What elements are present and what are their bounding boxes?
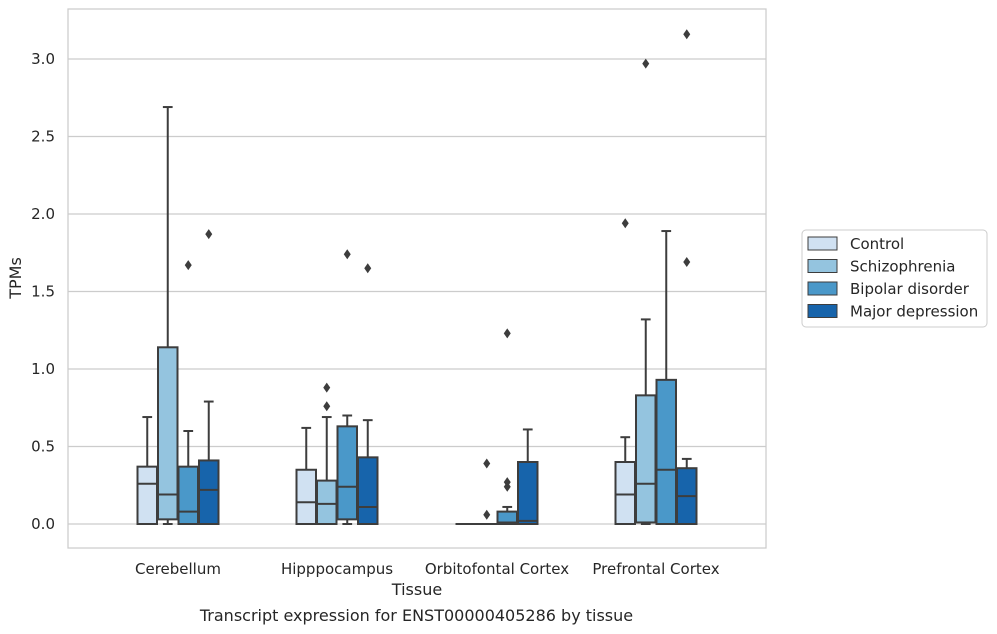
legend-label: Bipolar disorder [850,280,970,298]
box-body [655,378,677,525]
x-tick-label: Hipppocampus [281,560,393,578]
box-1-1 [316,382,338,526]
outlier-point [323,382,331,393]
box-3-0 [614,218,636,525]
outlier-point [184,260,192,271]
outlier-point [503,328,511,339]
grid-lines [68,58,766,525]
y-tick-labels: 0.0 0.5 1.0 1.5 2.0 2.5 3.0 [31,50,55,533]
outlier-point [483,509,491,520]
x-tick-label: Cerebellum [135,560,221,578]
box-2-1 [476,458,498,526]
y-tick-label: 0.0 [31,515,55,533]
outlier-point [364,263,372,274]
outlier-point [205,229,213,240]
box-body [357,456,379,526]
outlier-point [642,58,650,69]
y-tick-label: 2.0 [31,205,55,223]
box-body [295,468,317,525]
box-body [635,394,657,524]
y-tick-label: 1.5 [31,283,55,301]
legend-frame [801,229,988,328]
x-tick-labels: Cerebellum Hipppocampus Orbitofontal Corte… [135,560,720,578]
box-0-0 [136,416,158,525]
legend-label: Control [850,235,904,253]
box-0-2 [177,260,199,525]
box-3-2 [655,230,677,525]
legend-label: Major depression [850,303,978,321]
box-1-3 [357,263,379,526]
box-0-3 [198,229,220,526]
y-axis-label: TPMs [6,257,25,300]
box-body [177,465,199,525]
box-3-1 [635,58,657,525]
box-body [517,461,539,525]
x-axis-label: Tissue [391,580,442,599]
box-body [316,479,338,526]
box-2-2 [496,328,518,526]
legend: Control Schizophrenia Bipolar disorder Majo… [801,229,988,328]
x-tick-label: Orbitofontal Cortex [425,560,569,578]
box-body [336,425,358,521]
box-2-3 [517,428,539,525]
outlier-point [503,477,511,488]
outlier-point [343,249,351,260]
y-tick-label: 3.0 [31,50,55,68]
legend-swatch [807,236,838,251]
y-tick-label: 1.0 [31,360,55,378]
box-series [136,29,698,526]
box-body [136,465,158,525]
outlier-point [621,218,629,229]
box-body [614,461,636,525]
outlier-point [683,29,691,40]
legend-swatch [807,259,838,273]
box-0-1 [157,106,179,525]
box-3-3 [676,29,698,526]
chart-caption: Transcript expression for ENST0000040528… [199,606,634,625]
x-tick-label: Prefrontal Cortex [592,560,719,578]
outlier-point [683,257,691,268]
box-1-0 [295,426,317,525]
legend-label: Schizophrenia [850,258,955,276]
plot-frame [67,8,767,549]
legend-swatch [807,304,838,318]
box-body [198,459,220,526]
legend-swatch [807,281,838,296]
y-tick-label: 2.5 [31,128,55,146]
outlier-point [323,401,331,412]
y-tick-label: 0.5 [31,438,55,456]
box-body [157,346,179,521]
box-1-2 [336,249,358,525]
outlier-point [483,458,491,469]
